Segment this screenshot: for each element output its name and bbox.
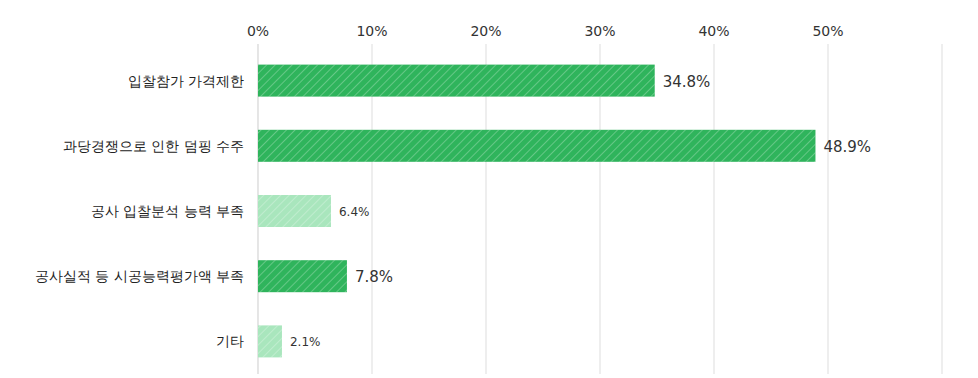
grid-line <box>714 44 715 374</box>
bar-hatch <box>258 65 655 97</box>
bar <box>258 260 347 292</box>
tick-label: 10% <box>356 23 387 39</box>
tick-label: 20% <box>470 23 501 39</box>
bar-hatch <box>258 130 815 162</box>
category-label: 공사실적 등 시공능력평가액 부족 <box>35 268 244 284</box>
range-end-line <box>942 44 943 374</box>
chart: 0% 10% 20% 30% 40% 50% 입찰참가 가격제한 34.8% 과당경쟁으로 인한… <box>0 0 978 378</box>
category-label: 과당경쟁으로 인한 덤핑 수주 <box>63 138 244 154</box>
data-label: 48.9% <box>823 138 871 156</box>
grid-line <box>828 44 829 374</box>
tick-label: 0% <box>247 23 269 39</box>
bar-hatch <box>258 195 331 227</box>
bars <box>258 65 815 358</box>
category-label: 입찰참가 가격제한 <box>128 73 244 89</box>
grid <box>258 44 942 374</box>
tick-label: 50% <box>812 23 843 39</box>
tick-label: 30% <box>584 23 615 39</box>
bar <box>258 195 331 227</box>
bar <box>258 130 815 162</box>
bar <box>258 65 655 97</box>
category-label: 공사 입찰분석 능력 부족 <box>91 203 244 219</box>
bar-hatch <box>258 260 347 292</box>
data-label: 34.8% <box>663 73 711 91</box>
category-label: 기타 <box>216 333 244 349</box>
data-label: 6.4% <box>339 205 370 219</box>
data-label: 7.8% <box>355 268 393 286</box>
bar <box>258 325 282 357</box>
tick-label: 40% <box>698 23 729 39</box>
bar-hatch <box>258 325 282 357</box>
data-label: 2.1% <box>290 335 321 349</box>
